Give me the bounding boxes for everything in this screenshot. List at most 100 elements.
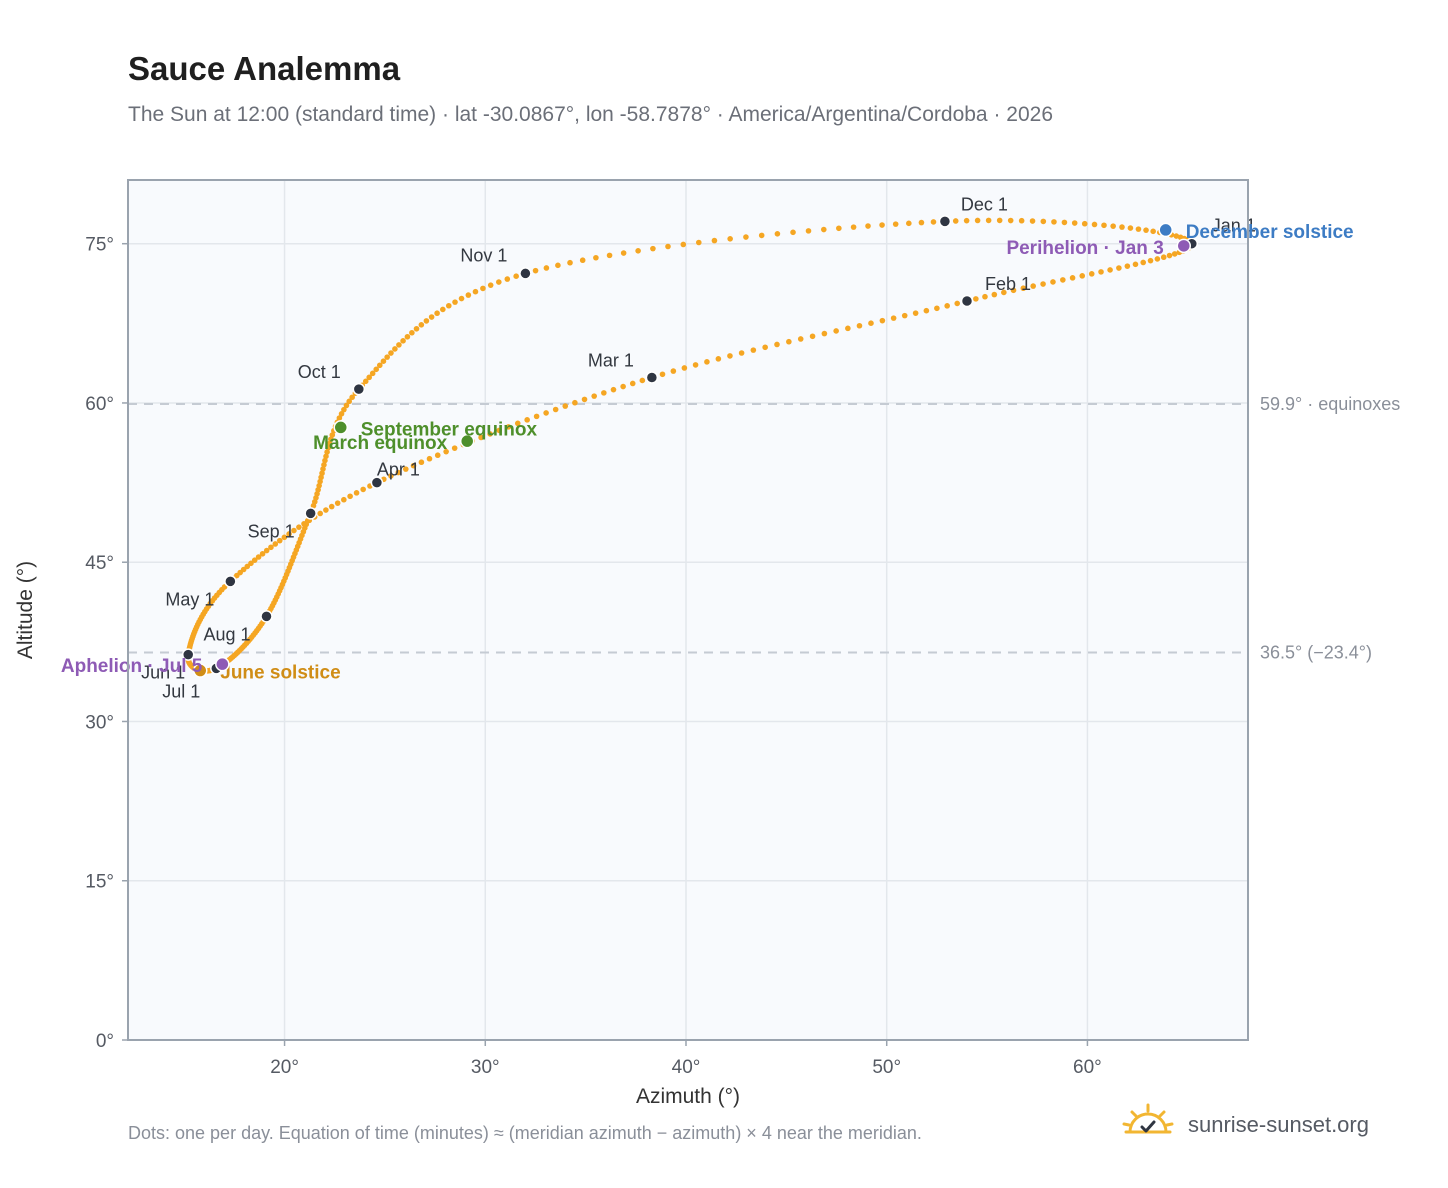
daily-sun-dot [328,436,334,443]
daily-sun-dot [918,219,925,226]
daily-sun-dot [465,292,472,298]
daily-sun-dot [1101,222,1107,229]
daily-sun-dot [620,250,627,256]
daily-sun-dot [434,310,440,317]
daily-sun-dot [409,329,415,336]
daily-sun-dot [743,234,749,240]
month-marker [938,215,952,228]
daily-sun-dot [1147,257,1154,264]
daily-sun-dot [323,453,329,460]
daily-sun-dot [1116,265,1122,271]
daily-sun-dot [384,354,390,360]
x-axis-label: Azimuth (°) [636,1085,740,1108]
daily-sun-dot [524,417,530,423]
daily-sun-dot [650,245,656,252]
daily-sun-dot [944,303,950,309]
daily-sun-dot [480,285,486,292]
daily-sun-dot [329,432,336,438]
event-label: Perihelion · Jan 3 [1006,238,1163,259]
daily-sun-dot [487,431,493,437]
daily-sun-dot [1098,269,1104,275]
daily-sun-dot [727,353,733,359]
daily-sun-dot [1029,218,1036,224]
daily-sun-dot [1091,221,1098,228]
month-marker [519,267,532,280]
daily-sun-dot [879,317,886,324]
daily-sun-dot [263,547,270,554]
month-marker [260,610,273,623]
y-tick-label: 60° [85,394,114,415]
x-tick-label: 40° [672,1057,701,1078]
daily-sun-dot [963,217,970,224]
daily-sun-dot [890,315,897,321]
event-markers: December solstice Perihelion · Jan 3 March… [61,222,1354,684]
daily-sun-dot [552,406,559,413]
daily-sun-dot [715,356,722,362]
daily-sun-dot [1040,281,1046,287]
daily-sun-dot [1160,254,1167,261]
daily-sun-dot [251,557,258,563]
daily-sun-dot [750,347,757,353]
daily-sun-dot [982,293,988,300]
daily-sun-dot [376,362,383,369]
daily-sun-dot [836,225,842,232]
event-marker [1176,238,1192,254]
daily-sun-dot [322,457,328,464]
daily-sun-dot [833,328,839,334]
daily-sun-dot [1171,251,1178,257]
month-label: Jun 1 [141,663,185,683]
daily-sun-dot [665,243,671,250]
daily-sun-dot [1050,279,1056,285]
event-label: Aphelion · Jul 5 [61,656,203,677]
daily-sun-dot [404,333,411,340]
x-tick-label: 20° [270,1057,299,1078]
plot-frame [127,179,1249,1041]
daily-sun-dot [338,411,345,417]
daily-sun-dot [346,398,352,405]
daily-sun-dot [1135,226,1142,232]
event-marker [333,420,349,435]
daily-sun-dot [487,282,494,288]
daily-sun-dot [562,403,569,409]
daily-sun-dot [1110,223,1116,229]
daily-sun-dot [1124,263,1131,269]
daily-sun-dot [591,393,597,399]
brand[interactable]: sunrise-sunset.org [1120,1102,1369,1147]
y-tick-label: 0° [96,1031,114,1052]
daily-sun-dot [543,265,550,271]
plot-background [128,180,1248,1040]
daily-sun-dot [514,420,521,427]
daily-sun-dot [738,350,745,356]
event-label: December solstice [1186,222,1354,243]
daily-sun-dot [774,341,780,348]
daily-sun-dot [996,217,1003,224]
daily-sun-dot [513,273,519,279]
daily-sun-dot [680,241,687,248]
daily-sun-dot [901,312,908,319]
daily-sun-dot [281,534,288,541]
x-tick-label: 30° [471,1057,500,1078]
footnote: Dots: one per day. Equation of time (min… [128,1123,922,1143]
daily-sun-dot [532,267,539,274]
reference-lines: 59.9° · equinoxes 36.5° (−23.4°) [128,394,1400,662]
daily-sun-dot [320,466,326,472]
daily-sun-dot [418,459,425,466]
daily-sun-dot [1140,259,1147,266]
month-marker [352,382,366,396]
daily-sun-dot [362,378,369,385]
daily-sun-dot [452,299,458,305]
daily-sun-dot [805,228,812,234]
daily-sun-dot [496,427,503,434]
daily-sun-dot [291,527,297,534]
month-marker [645,371,659,384]
daily-sun-dot [629,380,636,387]
daily-sun-dot [797,336,804,342]
daily-sun-dot [845,325,851,332]
month-marker [370,476,384,489]
daily-sun-dot [711,237,718,244]
daily-sun-dot [326,440,333,447]
daily-sun-dot [865,223,871,229]
daily-sun-dot [255,554,262,560]
daily-sun-dot [318,474,324,481]
